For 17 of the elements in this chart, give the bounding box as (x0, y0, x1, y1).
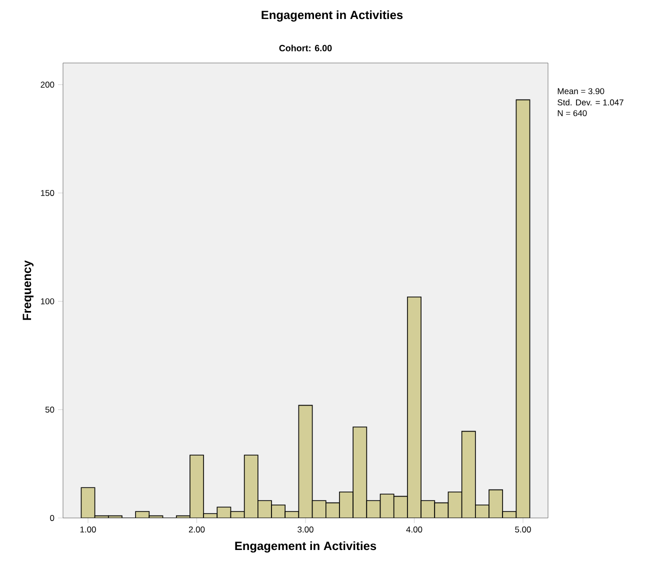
y-tick-label: 100 (41, 298, 54, 304)
y-axis-title: Frequency (22, 260, 34, 320)
y-tick-label: 0 (50, 514, 54, 521)
x-tick-label: 1.00 (80, 526, 96, 532)
x-tick-label: 4.00 (406, 526, 422, 532)
text: Mean = 3.90 (558, 88, 604, 94)
x-tick-label: 3.00 (298, 526, 314, 532)
x-tick-label: 5.00 (515, 526, 531, 532)
text: N = 640 (558, 110, 587, 116)
chart-title: Engagement in Activities (262, 10, 403, 22)
x-axis-title: Engagement in Activities (235, 541, 376, 553)
y-tick-label: 50 (45, 406, 54, 413)
x-tick-label: 2.00 (188, 526, 205, 532)
y-tick-label: 200 (40, 82, 54, 88)
chart-subtitle: Cohort: 6.00 (279, 44, 332, 52)
y-tick-label: 150 (41, 190, 54, 196)
text: Std. Dev. = 1.047 (558, 99, 624, 106)
